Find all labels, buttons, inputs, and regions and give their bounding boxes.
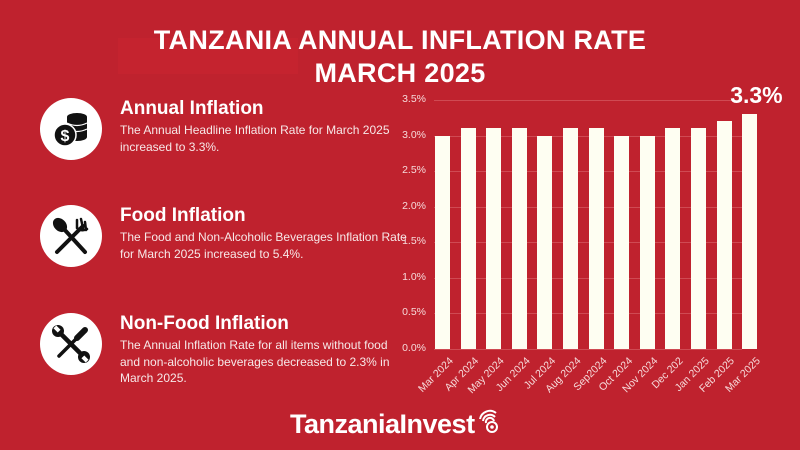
tanzaniainvest-logo: TanzaniaInvest bbox=[290, 409, 502, 440]
y-axis-tick: 3.0% bbox=[402, 128, 426, 141]
bar bbox=[511, 128, 527, 349]
gridline bbox=[434, 135, 742, 137]
bar bbox=[563, 128, 578, 349]
bar bbox=[691, 128, 706, 349]
gridline bbox=[434, 206, 742, 208]
card-title: Food Inflation bbox=[120, 205, 246, 226]
gridline bbox=[434, 100, 742, 101]
page-title: TANZANIA ANNUAL INFLATION RATE MARCH 202… bbox=[0, 24, 800, 90]
title-line-2: MARCH 2025 bbox=[314, 58, 486, 88]
gridline bbox=[434, 171, 742, 173]
y-axis-tick: 0.0% bbox=[402, 342, 426, 354]
y-axis-tick: 3.5% bbox=[402, 93, 426, 105]
bar bbox=[435, 135, 450, 349]
coins-dollar-icon: $ bbox=[40, 98, 102, 160]
gridline bbox=[434, 349, 742, 350]
y-axis-tick: 1.0% bbox=[402, 270, 426, 283]
bar bbox=[460, 128, 476, 349]
latest-value-annotation: 3.3% bbox=[730, 82, 783, 108]
spoon-fork-icon bbox=[40, 205, 102, 267]
y-axis-tick: 2.0% bbox=[402, 199, 426, 212]
gridline bbox=[434, 242, 742, 244]
bar bbox=[742, 114, 758, 349]
logo-text: TanzaniaInvest bbox=[290, 409, 475, 439]
bar bbox=[486, 128, 502, 349]
bar bbox=[716, 121, 732, 349]
bar bbox=[614, 135, 630, 349]
wrench-screwdriver-icon bbox=[40, 313, 102, 375]
inflation-bar-chart: 0.0% 0.5% 1.0% 1.5% 2.0% 2.5% 3.0% 3.5% Mar 2024… bbox=[380, 82, 800, 405]
card-title: Annual Inflation bbox=[120, 98, 264, 119]
card-text: The Annual Headline Inflation Rate for M… bbox=[120, 123, 390, 154]
y-axis-tick: 0.5% bbox=[402, 306, 426, 319]
y-axis-tick: 2.5% bbox=[402, 164, 426, 177]
card-text: The Food and Non-Alcoholic Beverages Inf… bbox=[120, 230, 407, 261]
gridline bbox=[434, 277, 742, 279]
svg-text:$: $ bbox=[61, 128, 70, 145]
bar bbox=[537, 135, 553, 349]
y-axis-tick: 1.5% bbox=[402, 235, 426, 248]
signal-globe-icon bbox=[478, 409, 498, 433]
gridline bbox=[434, 313, 742, 315]
bar bbox=[639, 135, 655, 349]
title-accent-block bbox=[118, 38, 298, 74]
card-text: The Annual Inflation Rate for all items … bbox=[120, 338, 390, 385]
title-line-1: TANZANIA ANNUAL INFLATION RATE bbox=[153, 25, 647, 55]
card-title: Non-Food Inflation bbox=[120, 313, 289, 334]
bar bbox=[588, 128, 604, 349]
bar bbox=[665, 128, 681, 349]
